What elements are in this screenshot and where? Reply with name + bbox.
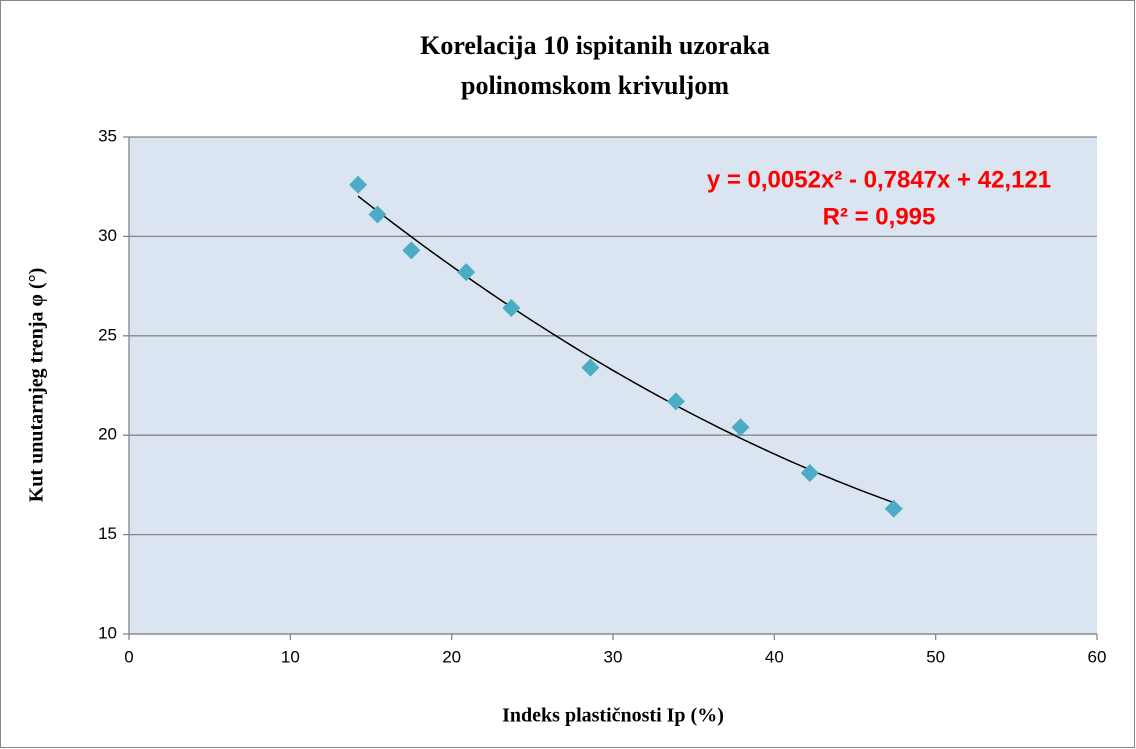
y-tick-label: 20 [98,425,117,444]
data-point [368,205,387,224]
data-point [402,241,421,260]
data-point [457,263,476,282]
data-point [502,298,521,317]
x-tick-label: 40 [765,647,784,666]
chart-title: polinomskom krivuljom [461,71,729,100]
y-tick-label: 30 [98,226,117,245]
x-tick-label: 0 [124,647,133,666]
trendline [357,195,894,504]
x-tick-label: 10 [281,647,300,666]
x-tick-label: 20 [442,647,461,666]
data-point [666,392,685,411]
x-axis-label: Indeks plastičnosti Ip (%) [502,705,724,727]
y-tick-label: 35 [98,126,117,145]
y-tick-label: 25 [98,325,117,344]
y-axis-label: Kut unutarnjeg trenja φ (°) [26,268,48,503]
plot-area [129,137,1097,634]
r-squared: R² = 0,995 [823,203,936,230]
y-tick-label: 15 [98,524,117,543]
data-point [349,175,368,194]
data-point [884,499,903,518]
trendline-equation: y = 0,0052x² - 0,7847x + 42,121 [707,166,1051,193]
x-tick-label: 30 [604,647,623,666]
data-point [731,418,750,437]
data-point [581,358,600,377]
chart-title: Korelacija 10 ispitanih uzoraka [420,31,770,60]
data-point [800,463,819,482]
x-tick-label: 50 [926,647,945,666]
y-tick-label: 10 [98,623,117,642]
x-tick-label: 60 [1088,647,1107,666]
